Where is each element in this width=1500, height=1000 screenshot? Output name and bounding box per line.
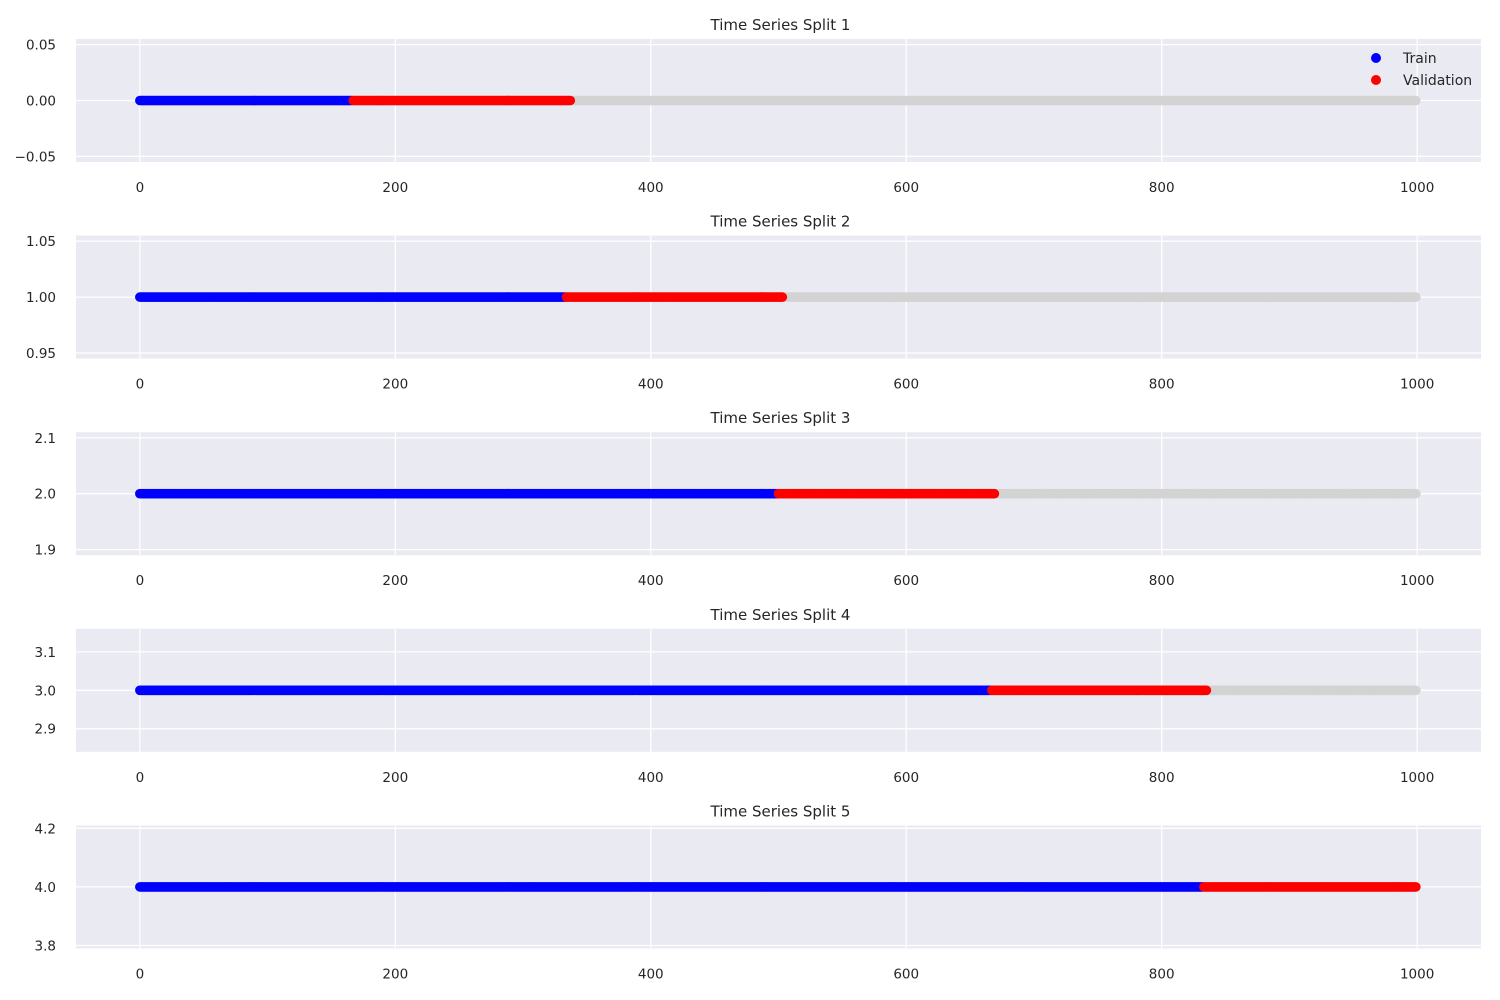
x-tick-label: 400 bbox=[638, 573, 664, 589]
legend-label: Validation bbox=[1403, 73, 1472, 89]
x-tick-label: 200 bbox=[382, 377, 408, 393]
x-tick-label: 200 bbox=[382, 770, 408, 786]
series-validation bbox=[561, 292, 788, 302]
subplot-3: Time Series Split 3 0 200 400 600 800 1000 1.9 2… bbox=[35, 409, 1481, 589]
subplot-1: Time Series Split 1 0 200 400 600 800 1000 −0.0… bbox=[15, 16, 1481, 196]
x-tick-label: 400 bbox=[638, 180, 664, 196]
y-tick-label: 1.05 bbox=[26, 234, 56, 250]
x-tick-label: 1000 bbox=[1400, 180, 1434, 196]
data-point bbox=[777, 292, 788, 302]
y-tick-label: 2.0 bbox=[35, 487, 56, 503]
x-tick-label: 0 bbox=[136, 377, 145, 393]
x-tick-label: 1000 bbox=[1400, 573, 1434, 589]
series-validation bbox=[348, 95, 576, 106]
x-tick-label: 400 bbox=[638, 770, 664, 786]
data-point bbox=[565, 95, 576, 106]
x-tick-label: 800 bbox=[1149, 573, 1175, 589]
y-tick-label: 3.0 bbox=[35, 683, 56, 699]
y-tick-label: 3.1 bbox=[35, 645, 56, 661]
y-tick-label: 0.05 bbox=[26, 38, 56, 54]
x-tick-label: 600 bbox=[893, 573, 919, 589]
legend-label: Train bbox=[1402, 51, 1437, 67]
series-validation bbox=[773, 488, 1000, 499]
subplot-title: Time Series Split 1 bbox=[710, 16, 851, 34]
x-tick-label: 0 bbox=[136, 573, 145, 589]
series-train bbox=[135, 292, 570, 302]
legend-marker bbox=[1371, 75, 1381, 85]
x-tick-label: 0 bbox=[136, 770, 145, 786]
data-point bbox=[1411, 488, 1421, 499]
x-tick-label: 800 bbox=[1149, 377, 1175, 393]
subplot-4: Time Series Split 4 0 200 400 600 800 1000 2.9 3… bbox=[35, 606, 1481, 786]
y-tick-label: 0.95 bbox=[26, 346, 56, 362]
subplot-title: Time Series Split 2 bbox=[710, 213, 851, 231]
x-tick-label: 200 bbox=[382, 573, 408, 589]
y-tick-label: −0.05 bbox=[15, 149, 56, 165]
y-tick-label: 0.00 bbox=[26, 94, 56, 110]
x-tick-label: 400 bbox=[638, 377, 664, 393]
x-tick-label: 600 bbox=[893, 180, 919, 196]
data-point bbox=[989, 488, 1000, 499]
y-tick-label: 1.9 bbox=[35, 543, 56, 559]
x-tick-label: 1000 bbox=[1400, 377, 1434, 393]
series-train bbox=[135, 488, 783, 499]
legend-marker bbox=[1371, 53, 1381, 63]
y-tick-label: 2.9 bbox=[35, 722, 56, 738]
x-tick-label: 600 bbox=[893, 770, 919, 786]
x-tick-label: 1000 bbox=[1400, 770, 1434, 786]
subplot-title: Time Series Split 4 bbox=[710, 606, 851, 624]
data-point bbox=[1411, 292, 1421, 302]
subplot-title: Time Series Split 3 bbox=[710, 409, 851, 427]
series-train bbox=[135, 95, 357, 106]
x-tick-label: 800 bbox=[1149, 180, 1175, 196]
x-tick-label: 800 bbox=[1149, 770, 1175, 786]
y-tick-label: 2.1 bbox=[35, 431, 56, 447]
data-point bbox=[1411, 95, 1421, 106]
y-tick-label: 1.00 bbox=[26, 290, 56, 306]
x-tick-label: 200 bbox=[382, 180, 408, 196]
x-tick-label: 600 bbox=[893, 377, 919, 393]
x-tick-label: 0 bbox=[136, 180, 145, 196]
subplot-2: Time Series Split 2 0 200 400 600 800 1000 0.95… bbox=[26, 213, 1481, 393]
